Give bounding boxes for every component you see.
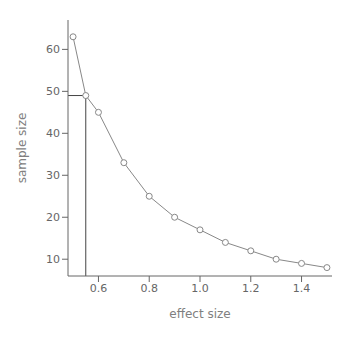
svg-text:1.0: 1.0: [191, 282, 209, 295]
svg-text:40: 40: [46, 127, 60, 140]
svg-text:50: 50: [46, 85, 60, 98]
svg-text:60: 60: [46, 43, 60, 56]
svg-text:1.2: 1.2: [242, 282, 260, 295]
svg-text:0.8: 0.8: [140, 282, 158, 295]
svg-text:30: 30: [46, 169, 60, 182]
svg-text:1.4: 1.4: [293, 282, 311, 295]
svg-text:sample size: sample size: [15, 113, 29, 184]
svg-text:0.6: 0.6: [90, 282, 108, 295]
svg-text:effect size: effect size: [169, 307, 230, 321]
svg-text:20: 20: [46, 211, 60, 224]
svg-text:10: 10: [46, 253, 60, 266]
